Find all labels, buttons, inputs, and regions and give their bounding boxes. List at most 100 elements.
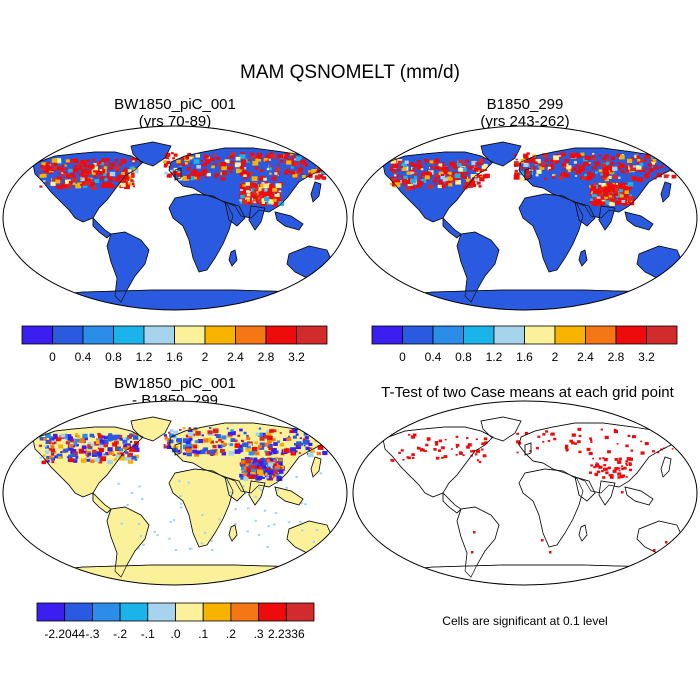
field-cell — [249, 464, 255, 470]
field-cell — [243, 466, 249, 471]
field-cell — [64, 164, 67, 167]
field-cell — [98, 165, 102, 168]
field-cell — [234, 449, 241, 454]
field-cell — [320, 164, 326, 169]
field-cell — [132, 185, 135, 188]
field-cell — [278, 458, 283, 462]
field-cell — [67, 168, 73, 173]
field-cell — [610, 475, 614, 479]
field-cell — [134, 458, 138, 461]
field-cell — [266, 430, 272, 435]
field-cell — [109, 184, 115, 189]
field-cell — [544, 158, 549, 162]
field-cell — [260, 183, 265, 188]
field-cell — [246, 530, 249, 533]
field-cell — [202, 162, 207, 167]
field-cell — [50, 445, 55, 449]
field-cell — [201, 434, 204, 437]
map-border — [352, 400, 698, 586]
field-cell — [89, 447, 93, 450]
coastline-africa — [168, 468, 234, 548]
field-cell — [121, 172, 125, 175]
field-cell — [84, 176, 88, 179]
field-cell — [390, 458, 394, 462]
field-cell — [636, 165, 642, 170]
field-cell — [99, 444, 104, 449]
colorbar-swatch — [175, 602, 204, 622]
field-cell — [263, 177, 267, 181]
field-cell — [590, 439, 593, 442]
field-cell — [112, 438, 116, 442]
field-cell — [227, 166, 233, 171]
field-cell — [249, 457, 253, 461]
field-cell — [475, 162, 479, 165]
field-cell — [259, 436, 265, 441]
field-cell — [66, 175, 71, 179]
field-cell — [196, 170, 199, 173]
field-cell — [90, 181, 95, 186]
field-cell — [295, 450, 298, 453]
field-cell — [322, 157, 327, 161]
field-cell — [203, 154, 209, 159]
field-cell — [391, 182, 397, 187]
field-cell — [454, 173, 461, 179]
field-cell — [183, 176, 189, 181]
field-cell — [107, 176, 113, 182]
field-cell — [619, 186, 625, 191]
field-cell — [112, 453, 116, 456]
field-cell — [298, 444, 302, 448]
field-cell — [84, 181, 91, 186]
field-cell — [251, 474, 258, 479]
field-cell — [616, 443, 619, 445]
field-cell — [653, 549, 656, 552]
field-cell — [548, 166, 551, 169]
field-cell — [105, 452, 110, 456]
field-cell — [564, 159, 570, 163]
field-cell — [251, 197, 257, 202]
field-cell — [622, 201, 628, 206]
field-cell — [289, 152, 294, 156]
field-cell — [607, 201, 612, 205]
field-cell — [618, 182, 623, 187]
field-cell — [239, 428, 243, 432]
field-cell — [474, 178, 479, 182]
field-cell — [317, 154, 323, 160]
field-cell — [246, 193, 251, 197]
field-cell — [549, 551, 552, 554]
field-cell — [89, 164, 95, 169]
field-cell — [65, 184, 68, 188]
field-cell — [45, 445, 50, 449]
field-cell — [440, 167, 444, 170]
field-cell — [428, 174, 432, 178]
field-cell — [173, 167, 178, 171]
colorbar-swatch — [147, 602, 176, 622]
field-cell — [411, 453, 415, 456]
field-cell — [124, 184, 130, 190]
field-cell — [437, 449, 442, 452]
field-cell — [106, 158, 110, 161]
field-cell — [256, 191, 261, 195]
field-cell — [192, 169, 197, 172]
field-cell — [286, 437, 292, 441]
field-cell — [550, 432, 555, 436]
field-cell — [313, 435, 317, 438]
field-cell — [246, 434, 249, 437]
field-cell — [607, 175, 612, 179]
field-cell — [264, 188, 268, 191]
field-cell — [206, 450, 212, 455]
coastline-eurasia — [518, 147, 676, 219]
field-cell — [104, 436, 108, 440]
colorbar-swatch — [646, 325, 678, 345]
field-cell — [132, 444, 139, 450]
field-cell — [109, 162, 115, 167]
field-cell — [284, 170, 289, 175]
field-cell — [395, 174, 400, 178]
field-cell — [401, 167, 407, 171]
field-cell — [592, 201, 599, 206]
field-cell — [633, 165, 636, 168]
field-cell — [97, 455, 103, 459]
coastline-south-america — [106, 231, 150, 303]
field-cell — [318, 174, 324, 179]
field-cell — [57, 185, 63, 190]
field-cell — [276, 201, 280, 205]
